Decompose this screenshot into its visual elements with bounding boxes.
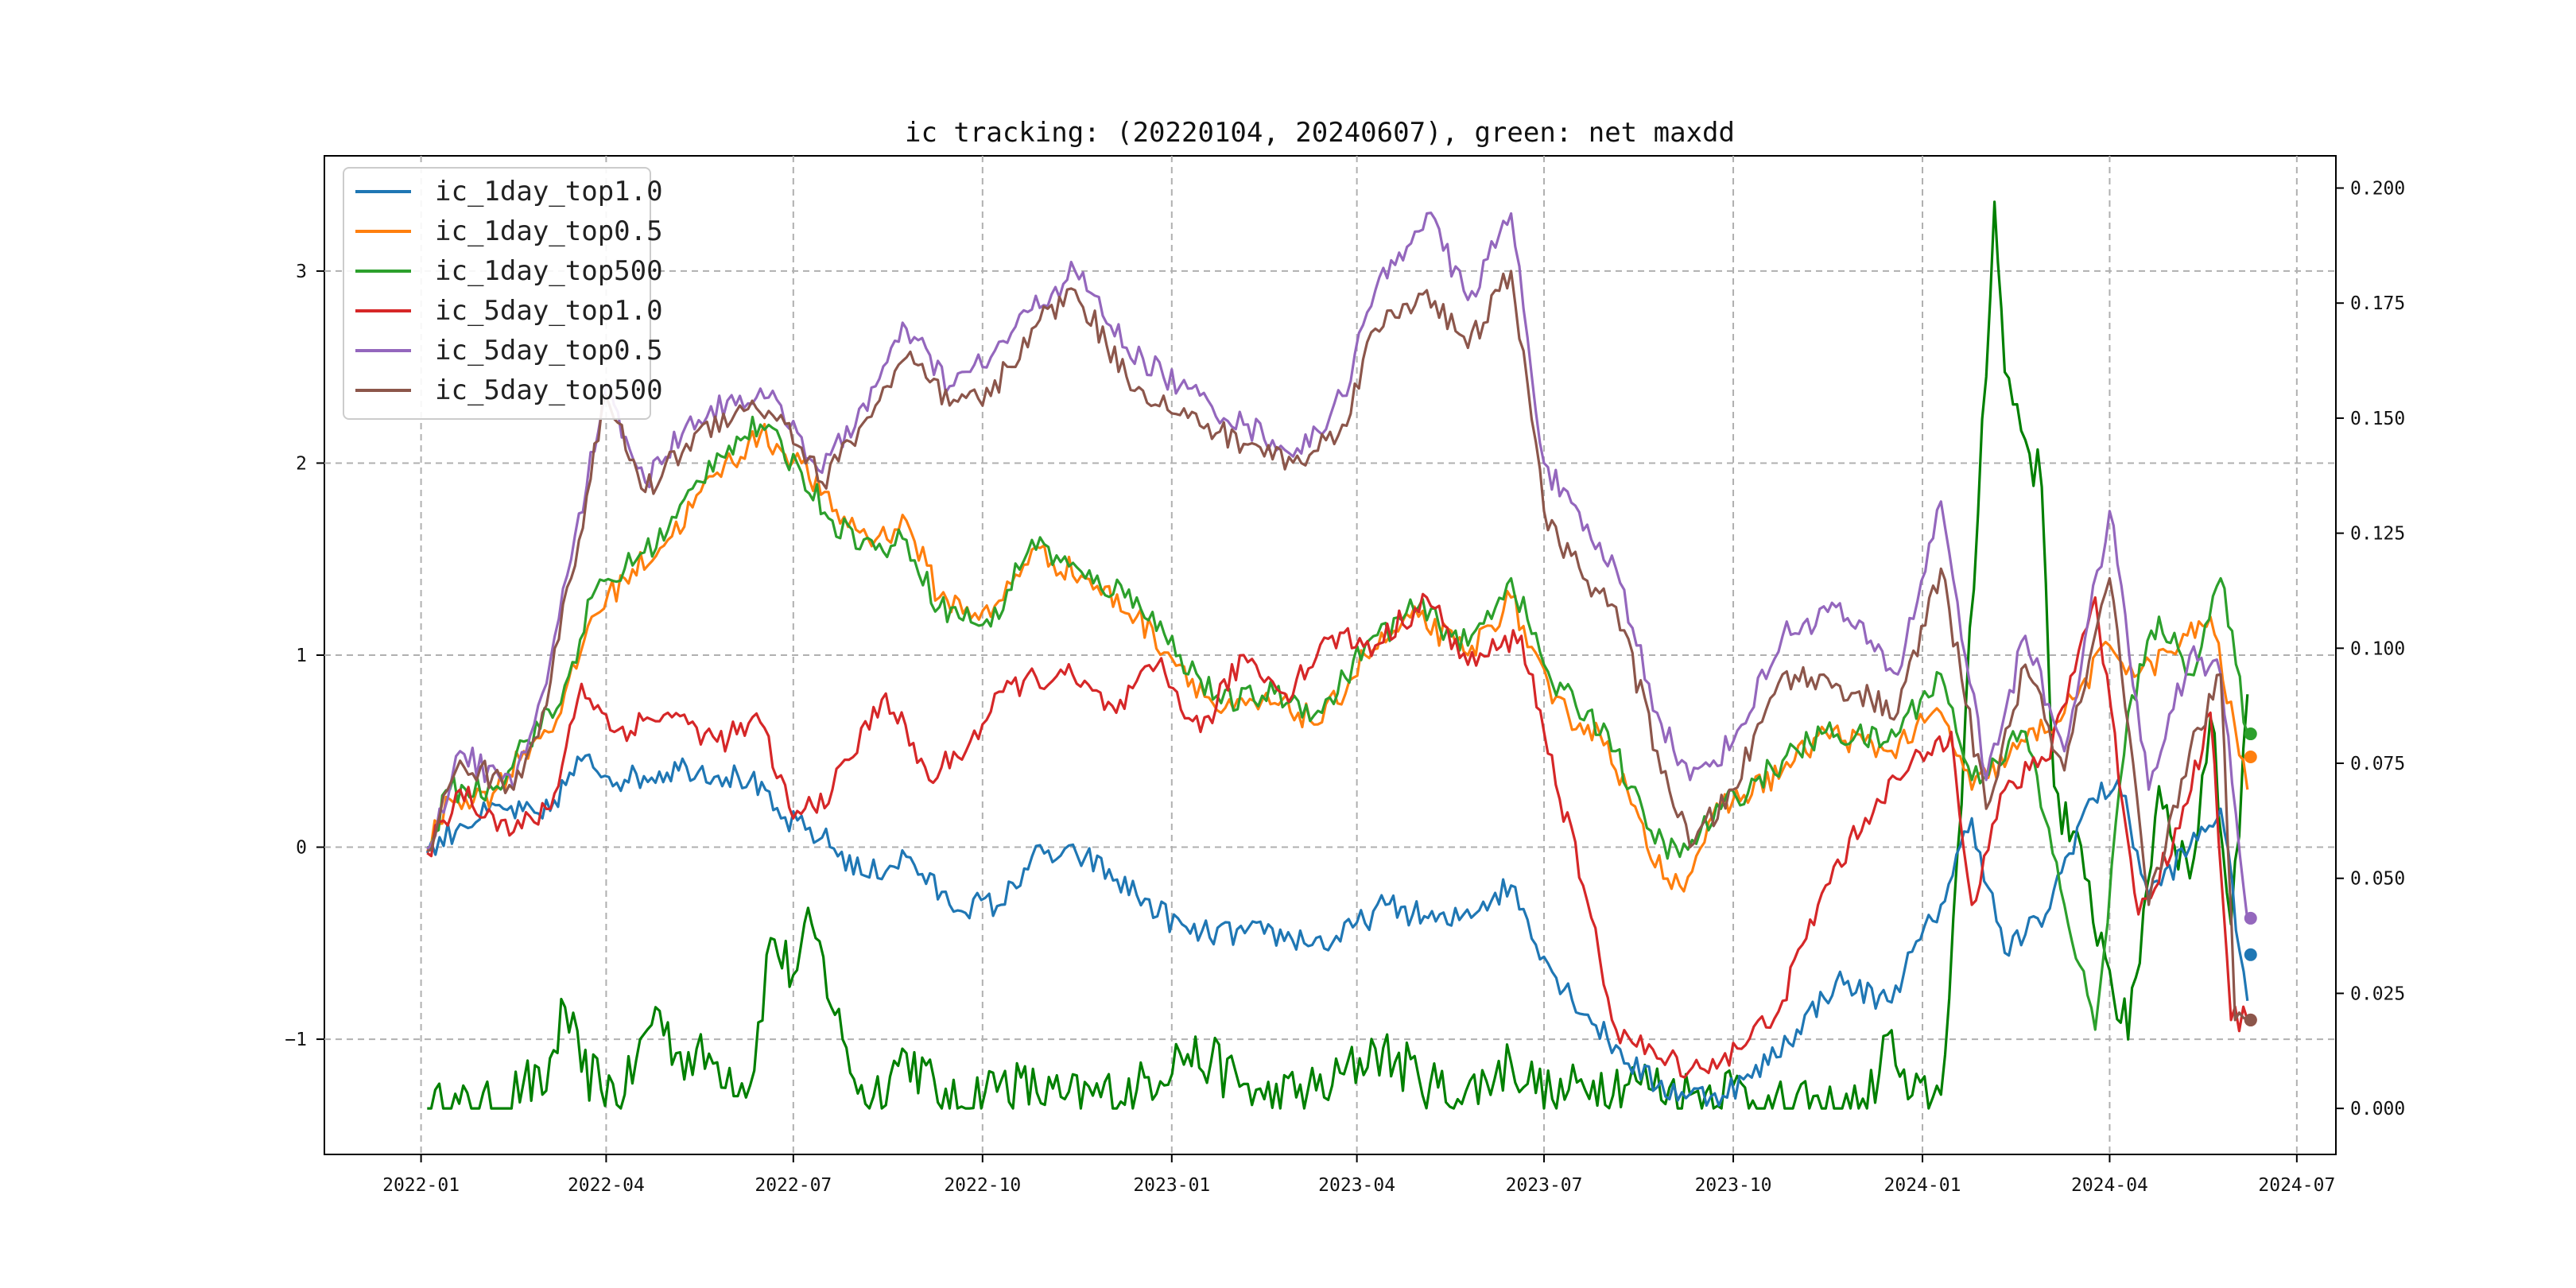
y-left-tick-label: −1 <box>285 1030 307 1050</box>
y-axis-left: 3 2 1 0 −1 <box>285 262 324 1050</box>
x-tick-label: 2023-10 <box>1695 1175 1772 1196</box>
end-marker-ic-1day-top1-0 <box>2244 948 2257 961</box>
x-tick-label: 2023-01 <box>1133 1175 1210 1196</box>
end-marker-ic-1day-top500 <box>2244 727 2257 741</box>
y-right-tick-label: 0.000 <box>2350 1099 2405 1119</box>
legend-swatch <box>355 230 411 233</box>
x-tick-label: 2022-01 <box>382 1175 460 1196</box>
end-marker-ic-1day-top0-5 <box>2244 751 2257 764</box>
series-layer <box>425 200 2249 1110</box>
y-right-tick-label: 0.025 <box>2350 983 2405 1004</box>
y-right-tick-label: 0.050 <box>2350 869 2405 890</box>
end-markers <box>2244 727 2257 1026</box>
end-marker-ic-5day-top0-5 <box>2244 911 2257 925</box>
chart-title: ic tracking: (20220104, 20240607), green… <box>905 117 1735 149</box>
x-tick-label: 2023-07 <box>1506 1175 1583 1196</box>
y-right-tick-label: 0.150 <box>2350 409 2405 429</box>
y-left-tick-label: 2 <box>296 453 307 474</box>
end-marker-ic-5day-top500 <box>2244 1013 2257 1026</box>
series-line-ic-1day-top0-5 <box>426 422 2249 893</box>
x-tick-label: 2022-04 <box>568 1175 645 1196</box>
legend-item: ic_5day_top1.0 <box>355 291 663 331</box>
x-tick-label: 2023-04 <box>1318 1175 1395 1196</box>
legend-swatch <box>355 389 411 392</box>
series-line-ic-5day-top500 <box>426 270 2248 1022</box>
legend-swatch <box>355 190 411 193</box>
legend-label: ic_5day_top0.5 <box>435 335 663 367</box>
y-right-tick-label: 0.100 <box>2350 638 2405 659</box>
y-left-tick-label: 3 <box>296 262 307 282</box>
series-line-ic-5day-top1-0 <box>426 592 2249 1079</box>
grid-lines <box>324 156 2336 1154</box>
series-line-ic-1day-top1-0 <box>425 753 2249 1108</box>
x-tick-label: 2022-10 <box>944 1175 1021 1196</box>
legend-label: ic_1day_top0.5 <box>435 215 663 247</box>
legend-item: ic_1day_top500 <box>355 251 663 291</box>
legend-swatch <box>355 270 411 273</box>
legend-swatch <box>355 309 411 312</box>
y-right-tick-label: 0.200 <box>2350 179 2405 200</box>
legend-label: ic_5day_top500 <box>435 374 663 406</box>
y-axis-right: 0.200 0.175 0.150 0.125 0.100 0.075 0.050 0.025… <box>2336 179 2405 1119</box>
legend-item: ic_1day_top0.5 <box>355 211 663 251</box>
y-left-tick-label: 1 <box>296 646 307 666</box>
series-line-ic-5day-top0-5 <box>426 211 2249 921</box>
series-line-ic-1day-top500 <box>427 415 2249 1031</box>
legend-item: ic_5day_top0.5 <box>355 331 663 370</box>
x-tick-label: 2024-04 <box>2071 1175 2148 1196</box>
y-right-tick-label: 0.075 <box>2350 754 2405 774</box>
x-tick-label: 2024-01 <box>1884 1175 1961 1196</box>
x-tick-label: 2024-07 <box>2258 1175 2335 1196</box>
legend-item: ic_1day_top1.0 <box>355 172 663 211</box>
legend-label: ic_1day_top500 <box>435 255 663 287</box>
y-right-tick-label: 0.175 <box>2350 293 2405 314</box>
x-axis: 2022-01 2022-04 2022-07 2022-10 2023-01 2023-… <box>382 1154 2335 1196</box>
series-line-net-maxdd <box>427 200 2249 1110</box>
legend: ic_1day_top1.0 ic_1day_top0.5 ic_1day_top5… <box>343 167 663 420</box>
legend-swatch <box>355 349 411 352</box>
y-left-tick-label: 0 <box>296 838 307 859</box>
x-tick-label: 2022-07 <box>755 1175 832 1196</box>
y-right-tick-label: 0.125 <box>2350 524 2405 545</box>
legend-item: ic_5day_top500 <box>355 370 663 410</box>
legend-label: ic_5day_top1.0 <box>435 295 663 327</box>
legend-label: ic_1day_top1.0 <box>435 176 663 208</box>
